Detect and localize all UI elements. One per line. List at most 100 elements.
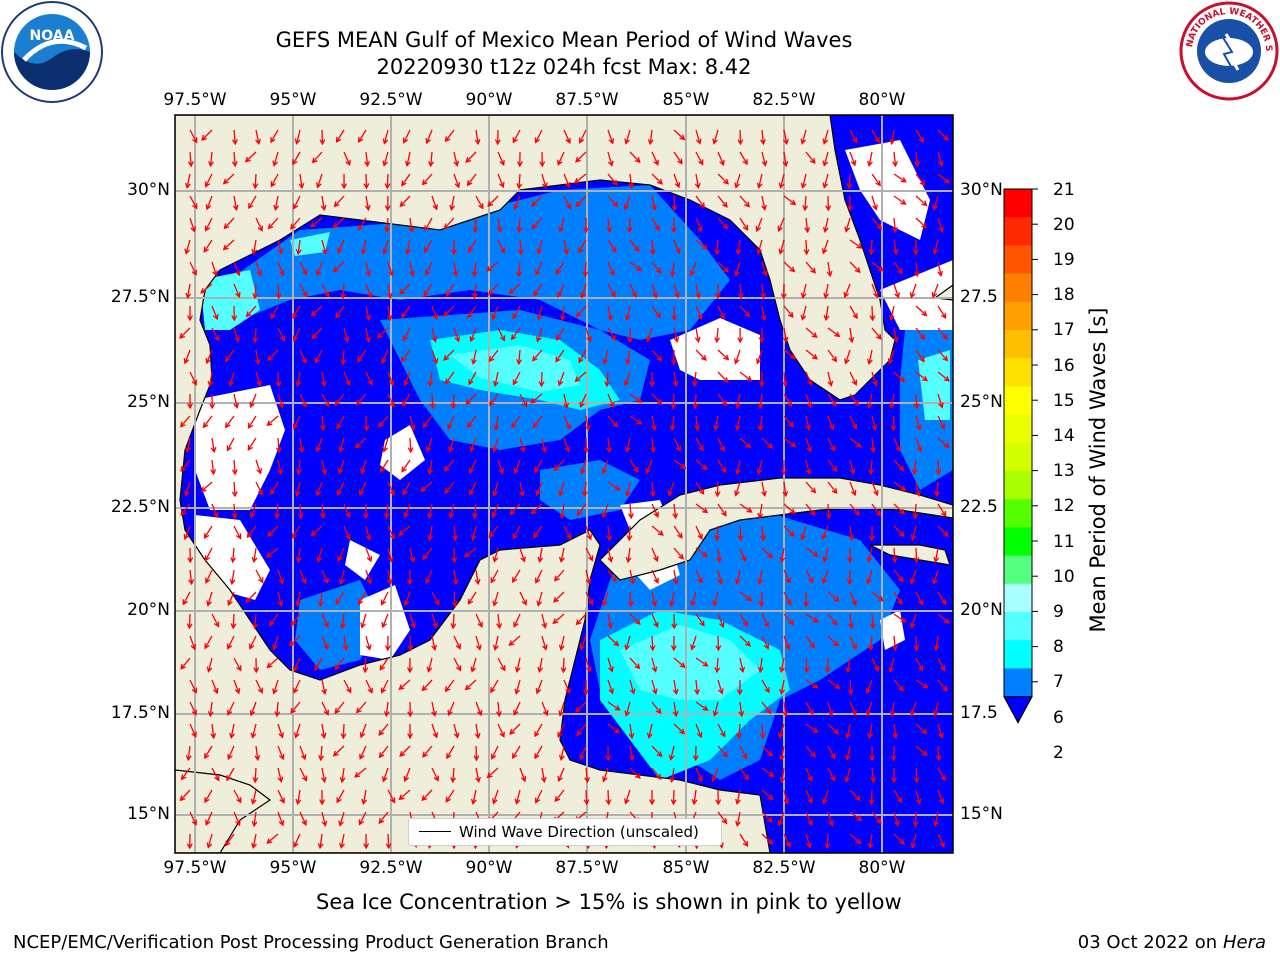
wind-wave-arrow bbox=[783, 833, 791, 848]
wind-wave-arrow bbox=[651, 415, 657, 432]
wind-wave-arrow bbox=[363, 173, 370, 190]
wind-wave-arrow bbox=[447, 701, 455, 717]
wind-wave-arrow bbox=[380, 679, 389, 694]
wind-wave-arrow bbox=[623, 371, 631, 387]
wind-wave-arrow bbox=[497, 657, 506, 672]
wind-wave-arrow bbox=[607, 657, 614, 673]
wind-wave-arrow bbox=[365, 327, 371, 344]
wind-wave-arrow bbox=[272, 679, 279, 695]
wind-wave-arrow bbox=[761, 547, 774, 559]
wind-wave-arrow bbox=[669, 415, 676, 432]
wind-wave-arrow bbox=[205, 349, 213, 365]
wind-wave-arrow bbox=[466, 415, 477, 429]
wind-wave-arrow bbox=[915, 481, 921, 498]
wind-wave-arrow bbox=[431, 349, 439, 365]
wind-wave-arrow bbox=[783, 349, 797, 360]
wind-wave-arrow bbox=[398, 525, 411, 536]
wind-wave-arrow bbox=[783, 305, 794, 318]
wind-wave-arrow bbox=[893, 613, 907, 623]
wind-wave-arrow bbox=[431, 591, 440, 606]
wind-wave-arrow bbox=[827, 437, 836, 452]
wind-wave-arrow bbox=[208, 151, 214, 168]
wind-wave-arrow bbox=[695, 701, 709, 711]
wind-wave-arrow bbox=[893, 283, 900, 299]
wind-wave-arrow bbox=[357, 217, 367, 231]
wind-wave-arrow bbox=[299, 393, 307, 408]
wind-wave-arrow bbox=[651, 591, 658, 607]
wind-wave-arrow bbox=[737, 129, 744, 146]
wind-wave-arrow bbox=[821, 569, 829, 585]
wind-wave-arrow bbox=[782, 151, 789, 168]
wind-wave-arrow bbox=[230, 547, 237, 564]
wind-wave-arrow bbox=[431, 305, 439, 321]
wind-wave-arrow bbox=[270, 173, 279, 188]
colorbar-tick-label: 15 bbox=[1053, 391, 1075, 411]
wind-wave-arrow bbox=[849, 635, 857, 650]
wind-wave-arrow bbox=[451, 547, 458, 564]
wind-wave-arrow bbox=[541, 701, 549, 717]
wind-wave-arrow bbox=[232, 195, 239, 212]
wind-wave-arrow bbox=[321, 459, 328, 476]
wind-wave-arrow bbox=[757, 393, 764, 410]
wind-wave-arrow bbox=[866, 569, 873, 585]
wind-wave-arrow bbox=[448, 503, 455, 519]
wind-wave-arrow bbox=[409, 261, 416, 278]
wind-wave-arrow bbox=[294, 129, 301, 145]
wind-wave-arrow bbox=[669, 767, 676, 784]
wind-wave-arrow bbox=[472, 217, 479, 234]
wind-wave-arrow bbox=[332, 217, 345, 229]
wind-wave-arrow bbox=[647, 129, 654, 146]
wind-wave-arrow bbox=[386, 283, 393, 300]
wind-wave-arrow bbox=[387, 789, 396, 804]
wind-wave-arrow bbox=[179, 789, 191, 802]
wind-wave-arrow bbox=[714, 657, 721, 674]
wind-wave-arrow bbox=[450, 239, 457, 256]
wind-wave-arrow bbox=[557, 283, 565, 298]
wind-wave-arrow bbox=[605, 745, 612, 762]
wind-wave-arrow bbox=[827, 613, 838, 626]
wind-wave-arrow bbox=[444, 371, 455, 385]
colorbar-segment bbox=[1004, 301, 1032, 331]
wind-wave-arrow bbox=[335, 305, 345, 319]
wind-wave-arrow bbox=[231, 459, 238, 476]
wind-wave-arrow bbox=[607, 327, 616, 342]
wind-wave-arrow bbox=[321, 811, 328, 827]
wind-wave-arrow bbox=[822, 547, 829, 563]
wind-wave-arrow bbox=[560, 657, 567, 674]
wind-wave-arrow bbox=[290, 613, 301, 627]
wind-wave-arrow bbox=[494, 129, 501, 146]
wind-wave-arrow bbox=[535, 679, 543, 695]
wind-wave-arrow bbox=[365, 679, 373, 694]
wind-wave-arrow bbox=[204, 789, 213, 804]
wind-wave-arrow bbox=[805, 393, 813, 409]
wind-wave-arrow bbox=[563, 679, 571, 695]
wind-wave-arrow bbox=[334, 393, 345, 407]
wind-wave-arrow bbox=[915, 173, 926, 187]
wind-wave-arrow bbox=[189, 723, 197, 738]
wind-wave-arrow bbox=[468, 481, 477, 496]
wind-wave-arrow bbox=[694, 679, 700, 696]
wind-wave-arrow bbox=[378, 811, 389, 825]
wind-wave-arrow bbox=[624, 437, 631, 453]
wind-wave-arrow bbox=[469, 437, 477, 453]
wind-wave-arrow bbox=[488, 349, 499, 363]
wind-wave-arrow bbox=[254, 349, 261, 366]
wind-wave-arrow bbox=[509, 723, 521, 735]
wind-wave-arrow bbox=[893, 525, 905, 537]
wind-wave-arrow bbox=[758, 327, 765, 344]
wind-wave-arrow bbox=[512, 569, 521, 584]
wind-wave-arrow bbox=[516, 173, 523, 190]
wind-wave-arrow bbox=[937, 503, 947, 517]
wind-wave-arrow bbox=[712, 701, 719, 717]
wind-wave-arrow bbox=[739, 195, 750, 208]
wind-wave-arrow bbox=[937, 151, 944, 167]
wind-wave-arrow bbox=[607, 239, 617, 253]
wind-wave-arrow bbox=[319, 503, 326, 520]
colorbar-segment bbox=[1004, 414, 1032, 444]
wind-wave-arrow bbox=[189, 195, 198, 210]
wind-wave-arrow bbox=[490, 569, 499, 584]
wind-wave-arrow bbox=[805, 767, 813, 783]
wind-wave-arrow bbox=[211, 767, 220, 782]
wind-wave-arrow bbox=[277, 261, 285, 277]
wind-wave-arrow bbox=[714, 481, 721, 498]
